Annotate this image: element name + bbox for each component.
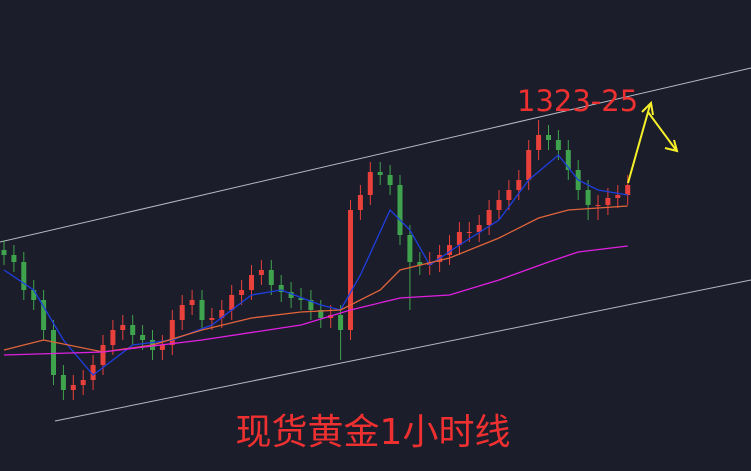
candle-body	[318, 310, 324, 318]
channel-lower	[54, 279, 751, 422]
candle-body	[516, 180, 522, 190]
candle-body	[70, 385, 76, 390]
arrow-up	[627, 104, 651, 184]
candle-body	[496, 200, 502, 210]
candle-body	[21, 262, 27, 290]
candle-body	[268, 270, 274, 285]
candle-body	[51, 330, 56, 375]
candle-body	[199, 300, 205, 320]
moving-average	[3, 245, 628, 356]
candle-body	[427, 262, 433, 265]
candle-body	[447, 245, 452, 255]
candle-body	[397, 185, 403, 235]
candle-body	[100, 345, 106, 365]
candle-body	[387, 175, 393, 185]
candle-body	[565, 150, 571, 170]
candle-body	[31, 290, 37, 300]
candle-body	[298, 298, 304, 300]
chart-title: 现货黄金1小时线	[236, 412, 511, 453]
candle-body	[41, 300, 47, 330]
moving-average	[3, 205, 628, 353]
forecast-arrows	[627, 100, 679, 184]
candle-body	[60, 375, 66, 390]
candle-body	[506, 190, 512, 200]
candle-body	[377, 172, 383, 175]
candle-body	[11, 255, 17, 262]
candle-body	[536, 135, 542, 150]
candle-body	[486, 210, 492, 225]
candle-body	[526, 150, 532, 180]
candle-body	[338, 315, 344, 330]
target-annotation: 1323-25	[517, 84, 638, 118]
candle-body	[367, 172, 373, 195]
candle-body	[585, 190, 591, 205]
candle-body	[476, 225, 482, 232]
candle-body	[130, 325, 136, 335]
candle-body	[466, 232, 472, 233]
candle-body	[357, 195, 363, 210]
candle-body	[80, 380, 86, 385]
candle-body	[546, 135, 551, 140]
candle-body	[110, 330, 116, 345]
candle-body	[625, 185, 631, 195]
candle-body	[249, 275, 254, 290]
candle-body	[229, 295, 235, 310]
candle-body	[288, 292, 294, 298]
candle-body	[555, 140, 561, 150]
candle-body	[189, 300, 195, 305]
candle-body	[456, 232, 462, 245]
candle-body	[209, 318, 215, 320]
candle-body	[348, 210, 353, 330]
candle-body	[239, 290, 245, 295]
candle-body	[219, 310, 225, 318]
candle-body	[140, 335, 146, 340]
candle-body	[258, 270, 264, 275]
arrow-down-head	[664, 139, 679, 153]
candle-body	[90, 365, 96, 380]
arrow-up-head	[641, 100, 654, 116]
moving-average	[3, 154, 628, 376]
candle-body	[278, 285, 284, 292]
candle-body	[407, 235, 413, 262]
plot-area	[1, 120, 631, 400]
candle-body	[120, 325, 126, 330]
candle-body	[1, 250, 7, 255]
candle-body	[605, 198, 611, 205]
candle-body	[308, 300, 314, 310]
channel-upper	[0, 67, 751, 243]
candle-body	[179, 305, 185, 320]
candle-body	[169, 320, 175, 345]
candle-body	[595, 205, 601, 206]
candle-body	[417, 262, 423, 265]
candle-body	[159, 345, 165, 350]
candle-body	[615, 195, 621, 198]
arrow-down	[647, 111, 677, 151]
